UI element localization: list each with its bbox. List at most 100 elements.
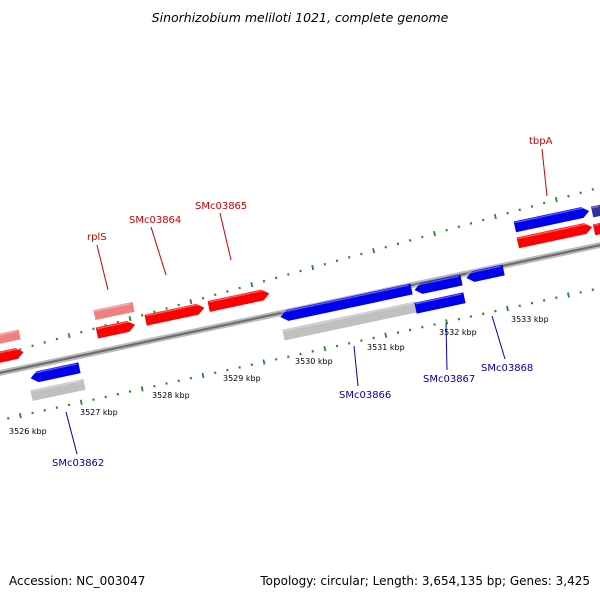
gene-SMc03862-shape[interactable] — [30, 378, 86, 402]
gene-tbpA-red[interactable] — [516, 222, 594, 249]
gene-features — [0, 204, 600, 402]
kbp-label-3528: 3528 kbp — [152, 391, 190, 400]
gene-SMc03866[interactable] — [279, 283, 413, 323]
gene-rplS-light-highlight — [94, 302, 131, 312]
major-tick — [372, 248, 375, 254]
major-tick — [445, 319, 449, 325]
gene-label-rplS[interactable]: rplS — [87, 232, 107, 243]
gene-light-left-edge-highlight — [0, 330, 18, 339]
minor-tick — [335, 259, 339, 263]
gene-SMc03867-top-highlight — [414, 275, 459, 287]
minor-tick — [274, 276, 278, 280]
gene-edge-red-highlight — [594, 223, 600, 227]
major-tick — [494, 214, 497, 220]
gene-rplS[interactable] — [95, 320, 136, 339]
minor-tick — [445, 228, 448, 232]
minor-tick — [92, 398, 95, 401]
gene-red-left-edge[interactable] — [0, 347, 25, 366]
major-tick — [128, 316, 132, 322]
gene-red-left-edge-shape[interactable] — [0, 347, 25, 366]
gene-rplS-highlight — [96, 320, 133, 330]
gene-tbpA-red-shape[interactable] — [516, 222, 594, 249]
gene-SMc03864[interactable] — [144, 302, 206, 326]
gene-SMc03866-shape[interactable] — [279, 283, 413, 323]
minor-tick — [153, 310, 156, 314]
kbp-label-3531: 3531 kbp — [367, 343, 405, 352]
gene-SMc03867-top-shape[interactable] — [413, 274, 463, 296]
reverse-tick-row — [7, 288, 594, 420]
gene-SMc03867[interactable] — [414, 292, 466, 314]
kbp-label-3527: 3527 kbp — [80, 408, 118, 417]
gene-label-SMc03862[interactable]: SMc03862 — [52, 458, 104, 469]
kbp-label-3530: 3530 kbp — [295, 357, 333, 366]
gene-edge-dark[interactable] — [590, 204, 600, 218]
gene-edge-red[interactable] — [592, 222, 600, 236]
gene-tbpA-red-highlight — [517, 222, 590, 240]
gene-SMc03862[interactable] — [30, 378, 86, 402]
genome-title: Sinorhizobium meliloti 1021, complete ge… — [151, 10, 449, 25]
leader-tbpA — [541, 148, 548, 197]
gene-SMc03868[interactable] — [465, 264, 505, 284]
gene-red-left-edge-highlight — [0, 347, 21, 357]
minor-tick — [518, 208, 521, 212]
minor-tick — [384, 245, 387, 249]
major-tick — [567, 292, 570, 298]
minor-tick — [92, 327, 95, 331]
minor-tick — [506, 211, 509, 215]
minor-tick — [214, 293, 217, 297]
gene-label-SMc03868[interactable]: SMc03868 — [481, 363, 533, 374]
gene-SMc03868-shape[interactable] — [465, 264, 505, 284]
gene-rplS-light[interactable] — [93, 301, 135, 321]
gene-SMc03867-top[interactable] — [413, 274, 463, 296]
gene-tbpA[interactable] — [513, 206, 591, 233]
gene-tbpA-highlight — [514, 206, 587, 224]
kbp-label-3526: 3526 kbp — [9, 427, 47, 436]
kbp-label-3529: 3529 kbp — [223, 374, 261, 383]
minor-tick — [396, 331, 400, 334]
gene-label-SMc03865[interactable]: SMc03865 — [195, 201, 247, 212]
gene-tbpA-shape[interactable] — [513, 206, 591, 233]
gene-label-SMc03866[interactable]: SMc03866 — [339, 390, 391, 401]
gene-light-left-edge-shape[interactable] — [0, 329, 21, 347]
gene-label-SMc03867[interactable]: SMc03867 — [423, 374, 475, 385]
minor-tick — [396, 242, 400, 246]
gene-label-SMc03864[interactable]: SMc03864 — [129, 215, 181, 226]
gene-SMc03867-shape[interactable] — [414, 292, 466, 314]
minor-tick — [140, 313, 144, 317]
forward-tick-row — [6, 188, 594, 356]
gene-edge-red-shape[interactable] — [592, 222, 600, 236]
leader-SMc03868 — [491, 315, 506, 360]
minor-tick — [274, 358, 278, 361]
gene-SMc03864-shape[interactable] — [144, 302, 206, 326]
gene-blue-3526[interactable] — [29, 362, 81, 383]
gene-edge-dark-shape[interactable] — [590, 204, 600, 218]
leader-SMc03865 — [219, 212, 232, 261]
minor-tick — [80, 330, 83, 334]
major-tick — [323, 346, 327, 352]
major-tick — [250, 282, 254, 288]
accession-label: Accession: NC_003047 — [9, 574, 146, 588]
gene-blue-3526-shape[interactable] — [29, 362, 81, 383]
leader-SMc03862 — [65, 411, 78, 455]
gene-rplS-light-shape[interactable] — [93, 301, 135, 321]
major-tick — [140, 386, 144, 392]
minor-tick — [262, 279, 266, 283]
gene-label-tbpA[interactable]: tbpA — [529, 136, 553, 147]
gene-SMc03865-shape[interactable] — [207, 288, 271, 312]
gene-SMc03866-pseudo-shape[interactable] — [282, 301, 418, 341]
genome-summary: Topology: circular; Length: 3,654,135 bp… — [260, 574, 590, 588]
minor-tick — [31, 411, 34, 415]
kbp-label-3532: 3532 kbp — [439, 328, 477, 337]
gene-light-left-edge[interactable] — [0, 329, 21, 347]
gene-SMc03866-highlight — [280, 284, 409, 314]
gene-rplS-shape[interactable] — [95, 320, 136, 339]
major-tick — [433, 231, 436, 237]
leader-rplS — [96, 244, 109, 291]
gene-SMc03866-pseudo[interactable] — [282, 301, 418, 341]
major-tick — [79, 399, 83, 405]
major-tick — [554, 197, 558, 203]
gene-labels: rplS SMc03864 SMc03865 tbpA SMc03862 SMc… — [52, 136, 553, 469]
minor-tick — [335, 344, 339, 348]
minor-tick — [19, 347, 22, 351]
gene-SMc03865[interactable] — [207, 288, 271, 312]
